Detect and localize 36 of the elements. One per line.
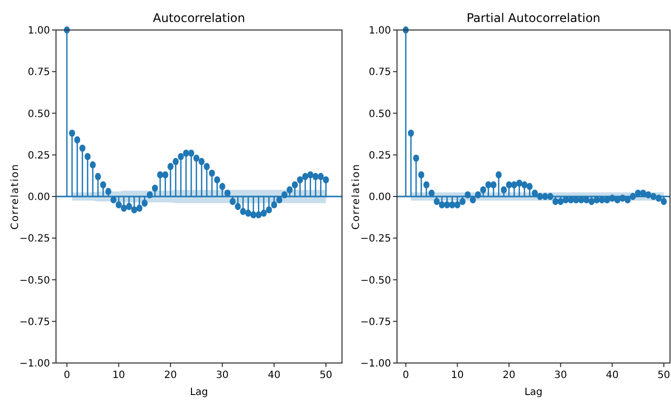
x-axis-title: Lag bbox=[524, 387, 543, 398]
y-tick-label: 0.00 bbox=[28, 192, 50, 203]
y-tick-label: −0.25 bbox=[19, 234, 50, 245]
y-tick-label: 0.25 bbox=[28, 150, 50, 162]
y-tick-label: 1.00 bbox=[28, 26, 50, 36]
x-tick-label: 50 bbox=[320, 370, 332, 381]
y-tick-label: −1.00 bbox=[19, 358, 50, 370]
x-tick-label: 10 bbox=[112, 370, 126, 381]
y-tick-label: −0.75 bbox=[360, 316, 391, 328]
y-tick-label: 1.00 bbox=[368, 26, 391, 36]
x-axis-title: Lag bbox=[190, 387, 208, 398]
y-tick-label: 0.75 bbox=[368, 67, 391, 78]
x-tick-label: 50 bbox=[657, 370, 670, 381]
x-tick-label: 30 bbox=[216, 370, 229, 381]
x-tick-label: 30 bbox=[554, 370, 567, 381]
x-tick-label: 20 bbox=[164, 370, 177, 381]
x-tick-label: 10 bbox=[451, 370, 464, 381]
y-tick-label: 0.00 bbox=[368, 192, 391, 203]
chart-title: Partial Autocorrelation bbox=[466, 11, 600, 25]
y-tick-label: −0.75 bbox=[19, 316, 50, 328]
y-axis-title: Correlation bbox=[351, 163, 362, 230]
x-tick-label: 0 bbox=[402, 370, 409, 381]
y-tick-label: 0.50 bbox=[368, 108, 391, 120]
y-tick-label: 0.75 bbox=[28, 67, 50, 78]
x-tick-label: 40 bbox=[268, 370, 280, 381]
y-tick-label: −0.50 bbox=[19, 275, 50, 286]
y-tick-label: 0.25 bbox=[368, 150, 391, 162]
x-tick-label: 0 bbox=[64, 370, 70, 381]
y-axis-title: Correlation bbox=[10, 163, 21, 230]
y-tick-label: −1.00 bbox=[360, 358, 391, 370]
y-tick-label: 0.50 bbox=[28, 108, 50, 120]
x-tick-label: 20 bbox=[502, 370, 516, 381]
y-tick-label: −0.50 bbox=[360, 275, 391, 286]
x-tick-label: 40 bbox=[606, 370, 619, 381]
chart-title: Autocorrelation bbox=[152, 11, 246, 25]
y-tick-label: −0.25 bbox=[360, 234, 391, 245]
